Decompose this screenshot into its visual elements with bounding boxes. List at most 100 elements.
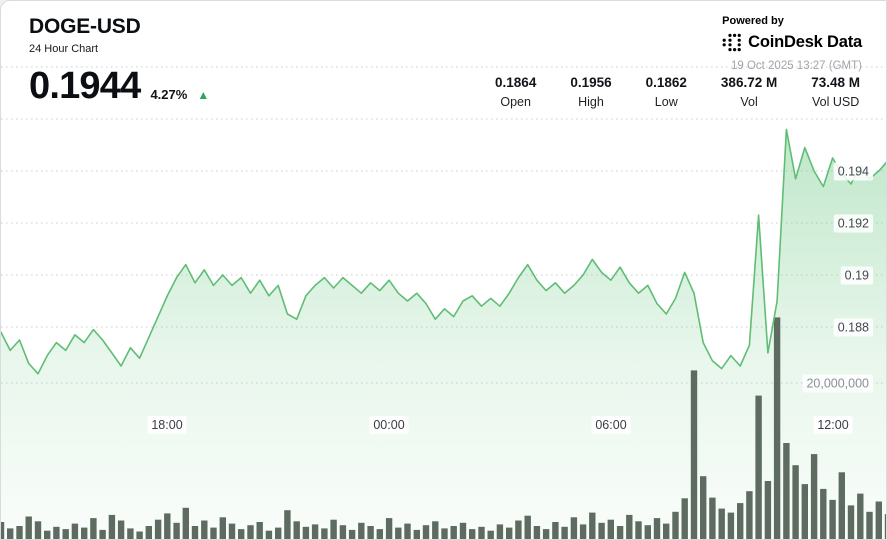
volume-bar bbox=[1, 522, 5, 539]
volume-bar bbox=[524, 515, 531, 539]
price-area-fill bbox=[1, 129, 886, 539]
volume-bar bbox=[737, 503, 744, 539]
volume-bar bbox=[16, 526, 23, 539]
volume-bar bbox=[284, 510, 291, 539]
volume-bar bbox=[635, 521, 642, 539]
volume-bar bbox=[626, 514, 633, 539]
volume-bar bbox=[857, 493, 864, 539]
y-axis-label: 0.188 bbox=[838, 321, 869, 335]
volume-bar bbox=[616, 526, 624, 539]
volume-bar bbox=[783, 443, 790, 539]
volume-bar bbox=[117, 520, 125, 539]
volume-bar bbox=[459, 522, 467, 539]
volume-bar bbox=[496, 524, 504, 539]
volume-bar bbox=[395, 527, 402, 539]
volume-bar bbox=[238, 529, 245, 539]
volume-bar bbox=[53, 526, 60, 539]
volume-bar bbox=[663, 523, 670, 539]
volume-bar bbox=[773, 317, 781, 539]
label-backing bbox=[833, 318, 874, 337]
volume-bar bbox=[71, 523, 79, 539]
volume-bar bbox=[792, 465, 799, 539]
volume-bar bbox=[404, 523, 411, 539]
volume-bar bbox=[330, 519, 337, 539]
volume-bar bbox=[210, 527, 217, 539]
volume-bar bbox=[228, 523, 236, 539]
volume-bar bbox=[293, 521, 300, 539]
volume-bar bbox=[607, 519, 614, 539]
volume-bar bbox=[579, 524, 587, 539]
volume-bar bbox=[265, 530, 273, 539]
volume-bar bbox=[653, 518, 661, 539]
volume-bar bbox=[718, 508, 725, 539]
volume-bar bbox=[256, 522, 263, 539]
volume-bar bbox=[561, 526, 568, 539]
volume-bar bbox=[358, 522, 365, 539]
label-backing bbox=[813, 416, 853, 434]
volume-bar bbox=[81, 527, 88, 539]
volume-bar bbox=[422, 525, 430, 539]
volume-bar bbox=[275, 527, 282, 539]
volume-bar bbox=[700, 476, 707, 539]
volume-bar bbox=[644, 525, 651, 539]
volume-bar bbox=[62, 529, 69, 539]
label-backing bbox=[840, 266, 874, 285]
volume-bar bbox=[506, 527, 513, 539]
volume-bar bbox=[376, 529, 383, 539]
volume-bar bbox=[191, 526, 199, 539]
volume-bar bbox=[764, 481, 772, 539]
volume-bar bbox=[829, 499, 836, 539]
y-axis-label: 0.194 bbox=[838, 165, 869, 179]
label-backing bbox=[802, 374, 874, 393]
label-backing bbox=[147, 416, 187, 434]
volume-bar bbox=[99, 529, 106, 539]
volume-bar bbox=[367, 526, 374, 539]
volume-bar bbox=[339, 525, 347, 539]
volume-bar bbox=[136, 531, 143, 539]
volume-bar bbox=[884, 514, 886, 539]
volume-bar bbox=[820, 488, 827, 539]
y-axis-label: 0.192 bbox=[838, 217, 869, 231]
coindesk-data-logo[interactable]: CoinDesk Data bbox=[722, 32, 862, 53]
volume-bar bbox=[552, 522, 559, 539]
volume-bar bbox=[311, 524, 319, 539]
volume-bar bbox=[34, 521, 42, 539]
volume-bar bbox=[589, 512, 596, 539]
label-backing bbox=[833, 162, 874, 181]
label-backing bbox=[833, 214, 874, 233]
volume-bar bbox=[219, 517, 226, 539]
x-axis-label: 00:00 bbox=[373, 418, 404, 432]
price-line bbox=[1, 128, 886, 375]
volume-bar bbox=[746, 491, 753, 539]
volume-bar bbox=[25, 516, 32, 539]
volume-bar bbox=[145, 526, 152, 539]
volume-bar bbox=[154, 519, 162, 539]
volume-bar bbox=[108, 514, 116, 539]
volume-bar bbox=[385, 518, 393, 539]
volume-bar bbox=[847, 505, 855, 539]
x-axis-label: 18:00 bbox=[151, 418, 182, 432]
volume-bar bbox=[441, 528, 448, 539]
volume-bar bbox=[875, 501, 882, 539]
volume-bar bbox=[515, 520, 522, 539]
coindesk-logo-icon bbox=[722, 33, 741, 52]
volume-bar bbox=[413, 529, 420, 539]
volume-bar bbox=[542, 529, 550, 539]
volume-bar bbox=[7, 528, 14, 539]
volume-bar bbox=[838, 472, 845, 539]
volume-bar bbox=[478, 526, 485, 539]
volume-bar bbox=[570, 517, 578, 539]
volume-bar bbox=[469, 529, 476, 539]
volume-axis-label: 20,000,000 bbox=[806, 377, 869, 391]
volume-bar bbox=[302, 526, 310, 539]
volume-bar bbox=[487, 530, 494, 539]
volume-bar bbox=[127, 528, 134, 539]
label-backing bbox=[591, 416, 631, 434]
volume-bar bbox=[450, 526, 457, 539]
volume-bar bbox=[801, 484, 808, 539]
volume-bar bbox=[321, 528, 328, 539]
volume-bar bbox=[533, 526, 541, 539]
volume-bar bbox=[866, 511, 873, 539]
